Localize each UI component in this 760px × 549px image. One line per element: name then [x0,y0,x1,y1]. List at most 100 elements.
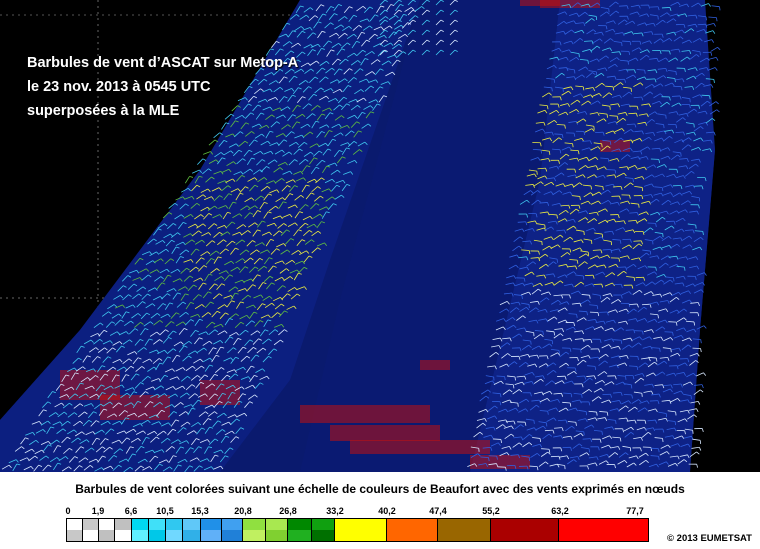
wind-barb [602,293,613,297]
wind-barb [624,431,635,438]
wind-barb [592,438,602,443]
wind-barb [580,344,591,350]
wind-barb [613,40,623,47]
wind-barb [649,313,659,319]
wind-barb [705,30,716,34]
wind-barb [294,211,304,219]
wind-barb [155,240,166,245]
wind-barb [192,230,202,237]
wind-barb [647,111,658,117]
wind-barb [524,372,535,376]
wind-barb [197,393,208,398]
wind-barb [630,202,640,208]
rain-flag-patch [520,0,560,6]
wind-barb [569,357,579,362]
wind-barb [484,380,495,385]
wind-barb [105,428,115,435]
wind-barb [562,347,572,352]
wind-barb [687,23,698,28]
wind-barb [493,380,504,386]
wind-barb [660,147,671,151]
wind-barb [94,429,105,435]
wind-barb [205,258,215,265]
wind-barb [171,354,181,363]
wind-barb [241,294,252,301]
wind-barb [685,229,695,234]
wind-barb [225,178,236,183]
wind-barb [309,157,318,165]
wind-barb [626,419,637,424]
wind-barb [676,429,686,435]
wind-barb [285,259,296,265]
wind-barb [610,257,621,262]
wind-barb [223,150,234,156]
wind-barb [338,32,348,39]
wind-barb [241,230,251,236]
wind-barb [702,148,713,153]
wind-barb [530,257,541,262]
wind-barb [691,158,701,163]
wind-barb [262,106,273,111]
wind-barb [604,426,615,431]
wind-barb [404,7,415,12]
wind-barb [363,6,374,14]
wind-barb [233,338,242,346]
wind-barb [347,141,358,147]
wind-barb [603,239,612,246]
wind-barb [510,301,521,306]
wind-barb [393,39,402,46]
wind-barb [331,123,342,129]
wind-barb [499,363,510,368]
wind-barb [356,6,367,12]
wind-barb [129,269,140,274]
wind-barb [195,381,205,389]
wind-barb [636,419,647,424]
wind-barb [105,321,116,328]
wind-barb [672,237,683,242]
wind-barb [564,283,574,288]
wind-barb [573,38,584,44]
wind-barb [516,327,527,332]
wind-barb [211,310,221,318]
wind-barb [71,437,81,443]
wind-barb [551,348,560,355]
wind-barb [144,401,154,408]
wind-barb [556,463,566,470]
wind-barb [677,209,688,214]
wind-barb [204,364,214,372]
wind-barb [294,195,305,201]
wind-barb [147,238,157,245]
wind-barb [248,222,258,228]
wind-barb [600,297,611,303]
wind-barb [681,144,692,151]
wind-barb [385,71,396,77]
wind-barb [213,449,224,454]
wind-barb [694,384,704,389]
wind-barb [199,458,210,463]
wind-barb [134,465,145,472]
wind-barb [499,301,510,306]
wind-barb [124,365,135,373]
wind-barb [329,32,340,38]
wind-barb [689,451,700,458]
wind-barb [351,41,360,49]
wind-barb [217,330,228,336]
wind-barb [260,166,270,173]
wind-barb [552,447,563,452]
wind-barb [260,314,271,319]
wind-barb [566,225,577,231]
wind-barb [48,412,59,418]
wind-barb [513,236,524,242]
wind-barb [292,104,301,113]
wind-barb [519,398,530,404]
wind-barb [562,191,573,196]
wind-barb [638,156,649,160]
wind-barb [350,121,361,128]
wind-barb [651,147,662,152]
wind-barb [534,128,546,133]
wind-barb [547,119,558,125]
wind-barb [674,435,685,440]
wind-barb [488,455,498,460]
wind-barb [606,218,617,223]
wind-barb [600,145,611,152]
